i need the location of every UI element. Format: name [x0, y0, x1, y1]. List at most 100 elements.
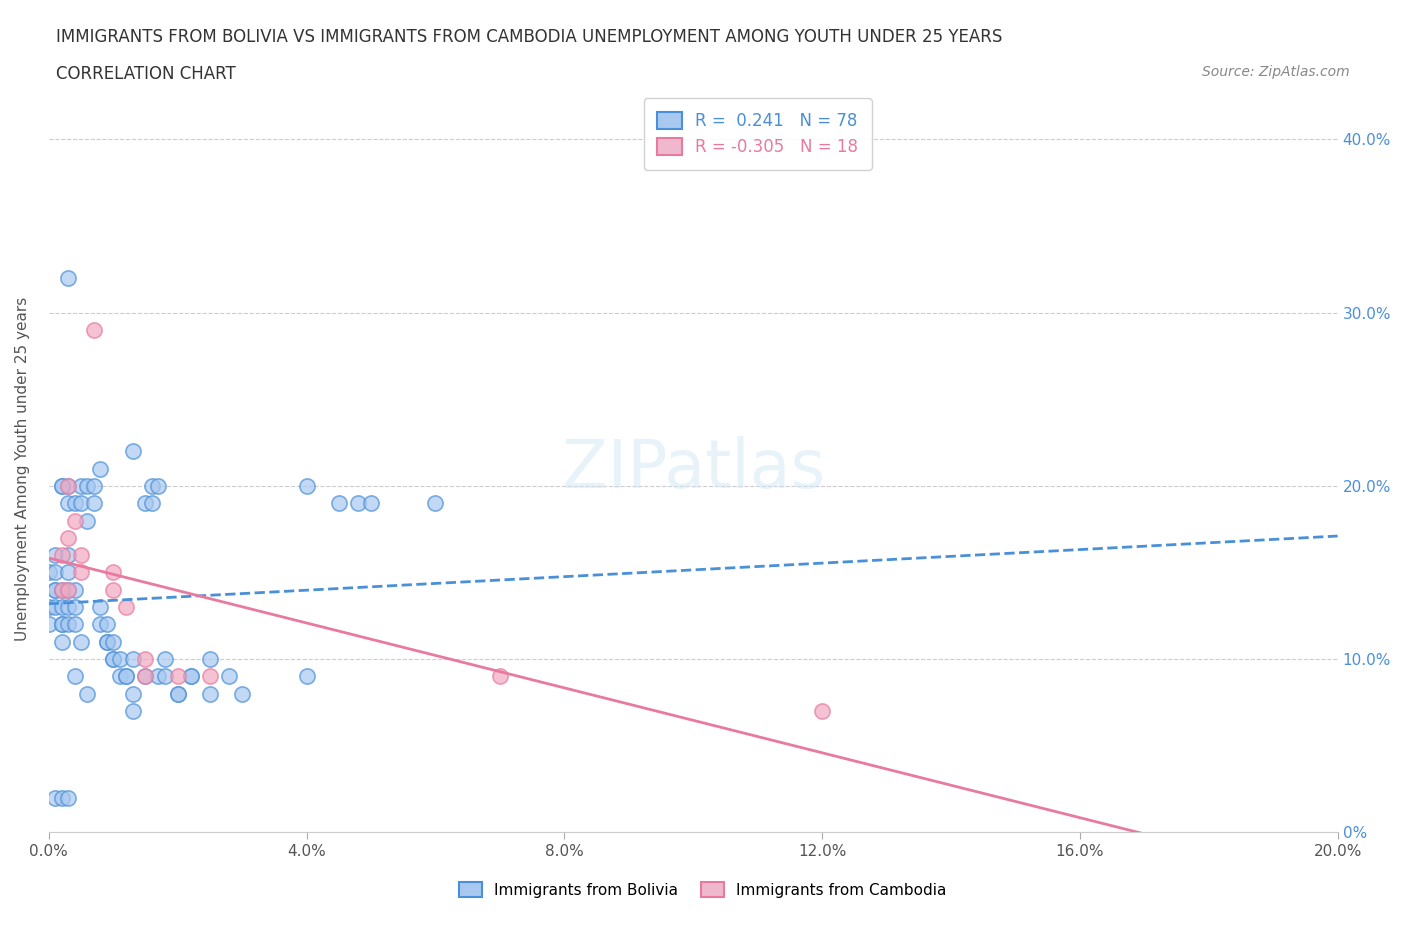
Point	[180, 669, 202, 684]
Text: Source: ZipAtlas.com: Source: ZipAtlas.com	[1202, 65, 1350, 79]
Point	[76, 478, 98, 493]
Point	[38, 600, 60, 615]
Point	[44, 565, 66, 580]
Point	[44, 790, 66, 805]
Point	[70, 496, 93, 511]
Point	[63, 617, 86, 631]
Point	[96, 634, 118, 649]
Point	[121, 444, 143, 458]
Point	[198, 686, 221, 701]
Legend: Immigrants from Bolivia, Immigrants from Cambodia: Immigrants from Bolivia, Immigrants from…	[453, 875, 953, 904]
Point	[56, 600, 79, 615]
Point	[115, 600, 138, 615]
Point	[56, 548, 79, 563]
Point	[115, 669, 138, 684]
Point	[166, 686, 188, 701]
Point	[89, 461, 111, 476]
Point	[56, 530, 79, 545]
Point	[166, 686, 188, 701]
Point	[121, 704, 143, 719]
Point	[141, 496, 163, 511]
Point	[83, 478, 105, 493]
Point	[51, 634, 73, 649]
Point	[56, 478, 79, 493]
Point	[103, 652, 125, 667]
Point	[347, 496, 370, 511]
Point	[425, 496, 447, 511]
Point	[56, 617, 79, 631]
Point	[134, 496, 156, 511]
Point	[489, 669, 512, 684]
Point	[108, 652, 131, 667]
Point	[295, 478, 318, 493]
Point	[44, 600, 66, 615]
Point	[231, 686, 253, 701]
Point	[63, 582, 86, 597]
Point	[63, 669, 86, 684]
Point	[51, 582, 73, 597]
Point	[56, 582, 79, 597]
Point	[51, 478, 73, 493]
Point	[180, 669, 202, 684]
Point	[44, 582, 66, 597]
Point	[70, 565, 93, 580]
Point	[51, 617, 73, 631]
Point	[38, 617, 60, 631]
Y-axis label: Unemployment Among Youth under 25 years: Unemployment Among Youth under 25 years	[15, 297, 30, 641]
Point	[56, 271, 79, 286]
Point	[70, 478, 93, 493]
Point	[83, 323, 105, 338]
Text: IMMIGRANTS FROM BOLIVIA VS IMMIGRANTS FROM CAMBODIA UNEMPLOYMENT AMONG YOUTH UND: IMMIGRANTS FROM BOLIVIA VS IMMIGRANTS FR…	[56, 28, 1002, 46]
Point	[83, 496, 105, 511]
Point	[103, 582, 125, 597]
Point	[51, 790, 73, 805]
Point	[44, 582, 66, 597]
Point	[56, 565, 79, 580]
Point	[198, 669, 221, 684]
Point	[38, 565, 60, 580]
Text: CORRELATION CHART: CORRELATION CHART	[56, 65, 236, 83]
Point	[89, 600, 111, 615]
Point	[56, 582, 79, 597]
Point	[198, 652, 221, 667]
Point	[51, 617, 73, 631]
Legend: R =  0.241   N = 78, R = -0.305   N = 18: R = 0.241 N = 78, R = -0.305 N = 18	[644, 99, 872, 170]
Point	[51, 548, 73, 563]
Point	[153, 669, 176, 684]
Point	[148, 669, 170, 684]
Point	[328, 496, 350, 511]
Point	[108, 669, 131, 684]
Point	[103, 634, 125, 649]
Point	[360, 496, 382, 511]
Point	[811, 704, 834, 719]
Point	[153, 652, 176, 667]
Point	[96, 634, 118, 649]
Point	[134, 669, 156, 684]
Point	[51, 582, 73, 597]
Point	[70, 634, 93, 649]
Point	[51, 600, 73, 615]
Text: ZIPatlas: ZIPatlas	[561, 435, 825, 501]
Point	[56, 478, 79, 493]
Point	[103, 565, 125, 580]
Point	[76, 513, 98, 528]
Point	[115, 669, 138, 684]
Point	[134, 652, 156, 667]
Point	[148, 478, 170, 493]
Point	[70, 548, 93, 563]
Point	[295, 669, 318, 684]
Point	[63, 496, 86, 511]
Point	[218, 669, 240, 684]
Point	[63, 513, 86, 528]
Point	[63, 600, 86, 615]
Point	[56, 790, 79, 805]
Point	[96, 617, 118, 631]
Point	[166, 669, 188, 684]
Point	[51, 478, 73, 493]
Point	[141, 478, 163, 493]
Point	[44, 548, 66, 563]
Point	[89, 617, 111, 631]
Point	[134, 669, 156, 684]
Point	[121, 686, 143, 701]
Point	[76, 686, 98, 701]
